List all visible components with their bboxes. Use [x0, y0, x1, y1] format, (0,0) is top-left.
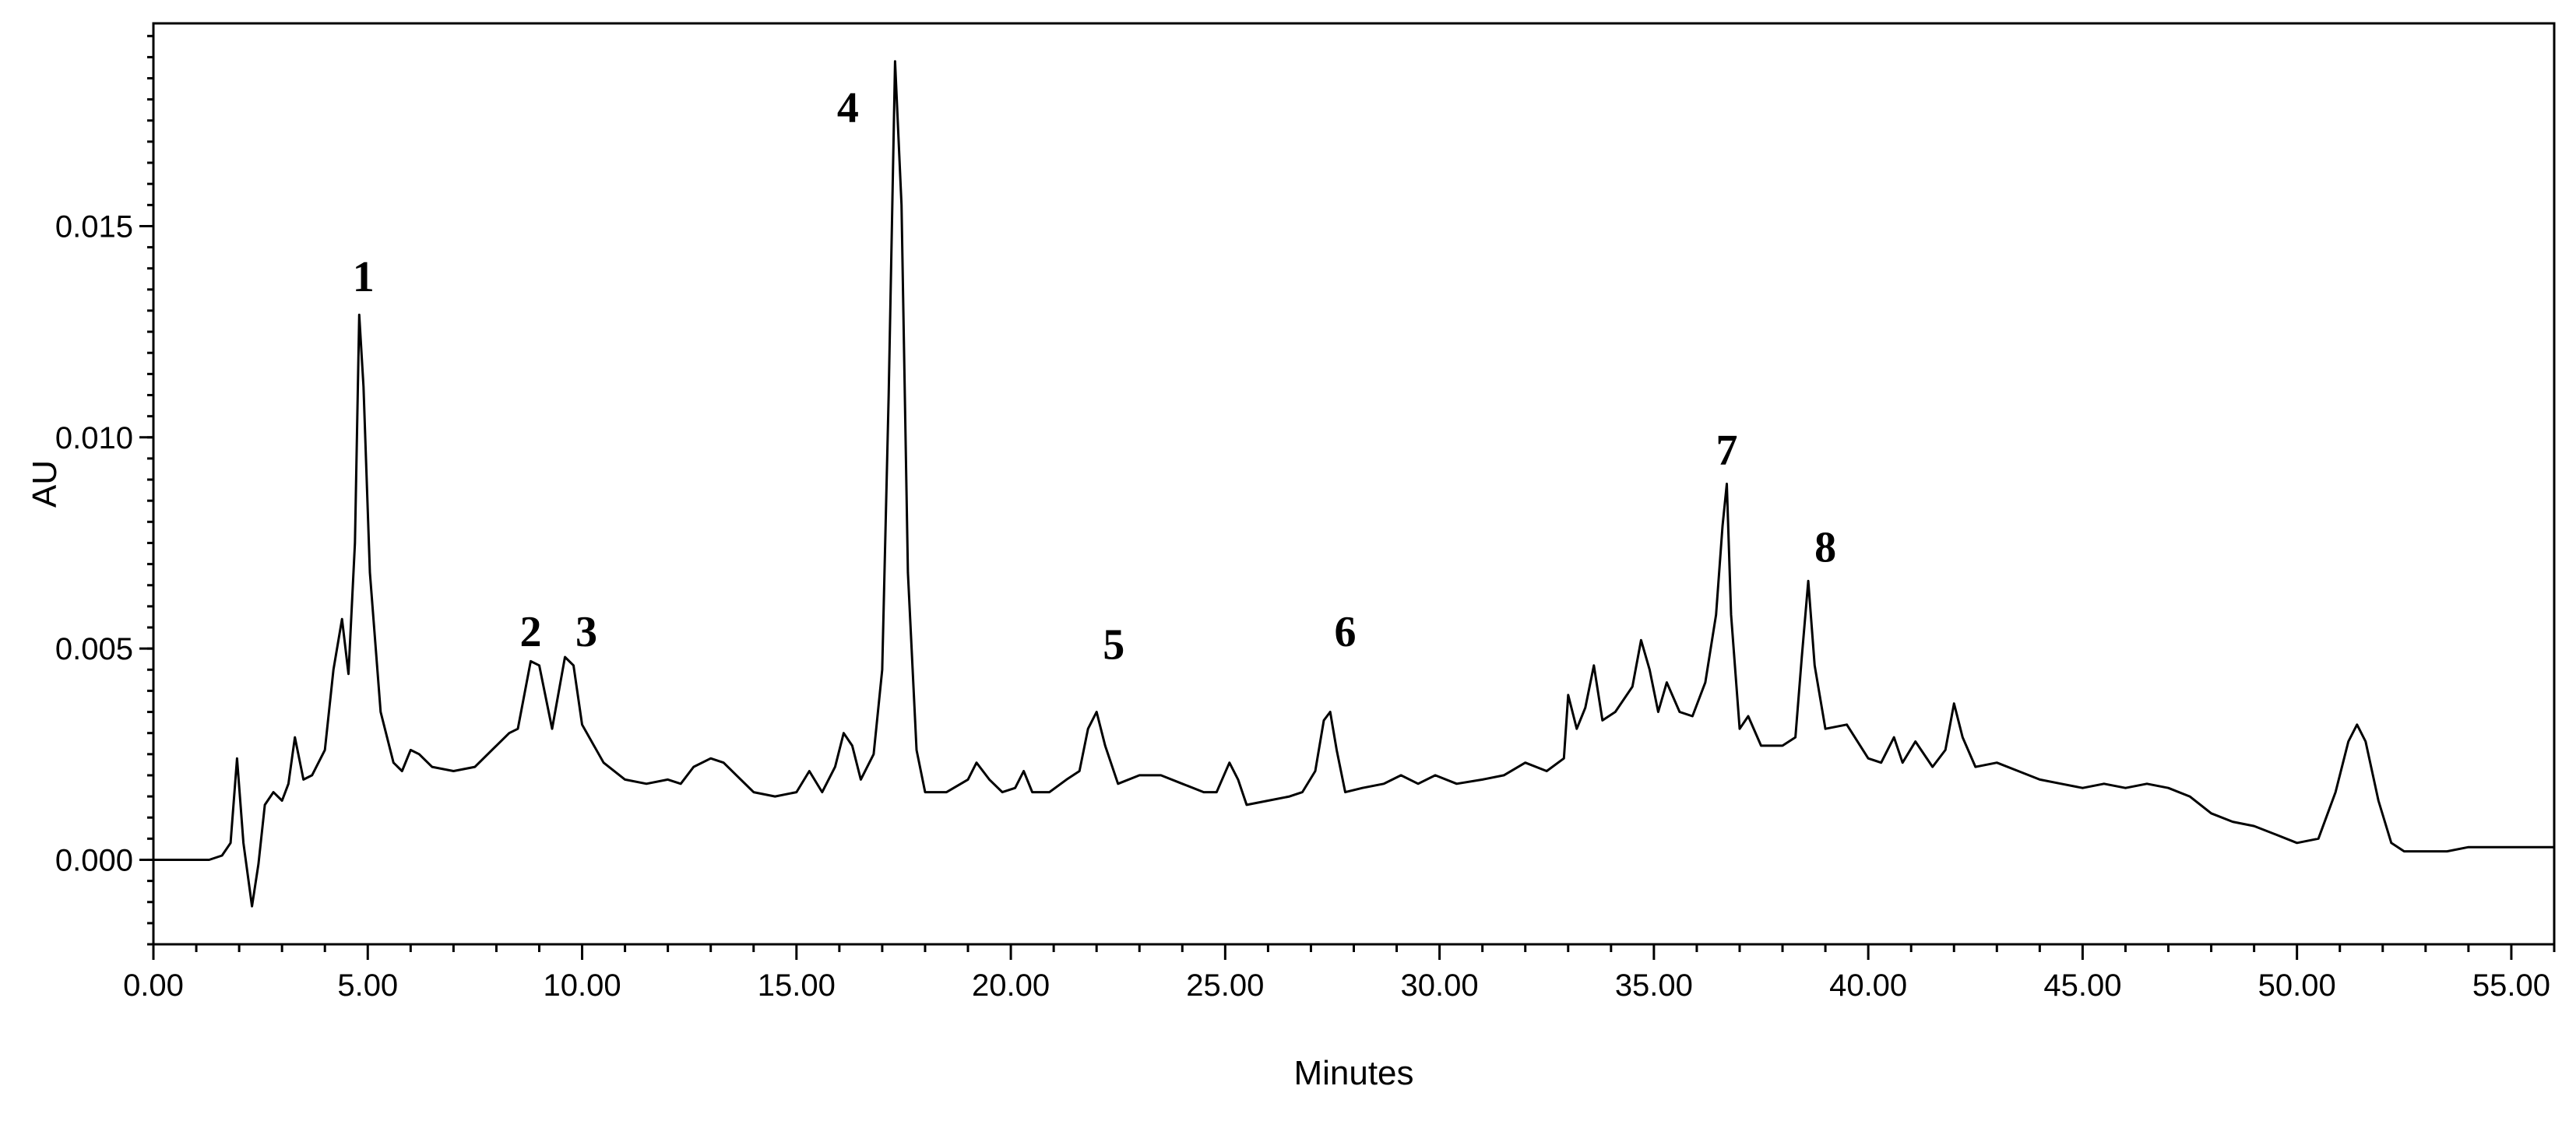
x-tick-label: 25.00: [1186, 968, 1264, 1003]
x-tick-label: 35.00: [1615, 968, 1693, 1003]
x-tick-label: 50.00: [2258, 968, 2336, 1003]
x-tick-label: 20.00: [972, 968, 1050, 1003]
peak-label-7: 7: [1716, 427, 1737, 475]
chromatogram-trace: [153, 60, 2554, 908]
y-axis-ticks: 0.000 0.005 0.010 0.015: [55, 34, 153, 946]
y-tick-label: 0.015: [55, 209, 133, 244]
x-axis-title: Minutes: [1293, 1054, 1413, 1092]
peak-label-6: 6: [1334, 608, 1356, 656]
x-tick-label: 0.00: [123, 968, 184, 1003]
y-tick-label: 0.000: [55, 843, 133, 877]
y-axis-title: AU: [26, 460, 64, 508]
y-tick-label: 0.010: [55, 421, 133, 455]
peak-label-8: 8: [1814, 523, 1836, 571]
x-tick-label: 15.00: [758, 968, 836, 1003]
x-tick-label: 55.00: [2472, 968, 2550, 1003]
peak-annotations: 12 345 678: [353, 84, 1836, 669]
x-tick-label: 40.00: [1829, 968, 1907, 1003]
x-tick-label: 10.00: [543, 968, 621, 1003]
y-tick-label: 0.005: [55, 632, 133, 666]
x-tick-label: 5.00: [337, 968, 398, 1003]
peak-label-4: 4: [837, 84, 859, 132]
peak-label-3: 3: [575, 608, 597, 656]
x-axis-ticks: 0.00 5.00 10.00 15.00 20.00 25.00 30.00 35.00 40…: [123, 944, 2556, 1003]
x-tick-label: 30.00: [1401, 968, 1479, 1003]
x-tick-label: 45.00: [2043, 968, 2121, 1003]
peak-label-1: 1: [353, 253, 375, 301]
trace-group: [153, 60, 2554, 908]
peak-label-5: 5: [1103, 620, 1124, 669]
peak-label-2: 2: [519, 608, 541, 656]
